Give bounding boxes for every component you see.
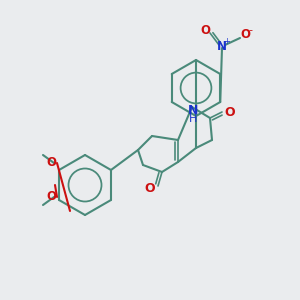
Text: H: H bbox=[189, 114, 197, 124]
Text: N: N bbox=[188, 103, 198, 116]
Text: O: O bbox=[46, 190, 56, 203]
Text: O: O bbox=[46, 157, 56, 169]
Text: O: O bbox=[240, 28, 250, 41]
Text: N: N bbox=[217, 40, 227, 52]
Text: -: - bbox=[248, 25, 252, 35]
Text: O: O bbox=[145, 182, 155, 194]
Text: +: + bbox=[224, 37, 230, 46]
Text: O: O bbox=[200, 23, 210, 37]
Text: O: O bbox=[225, 106, 235, 118]
